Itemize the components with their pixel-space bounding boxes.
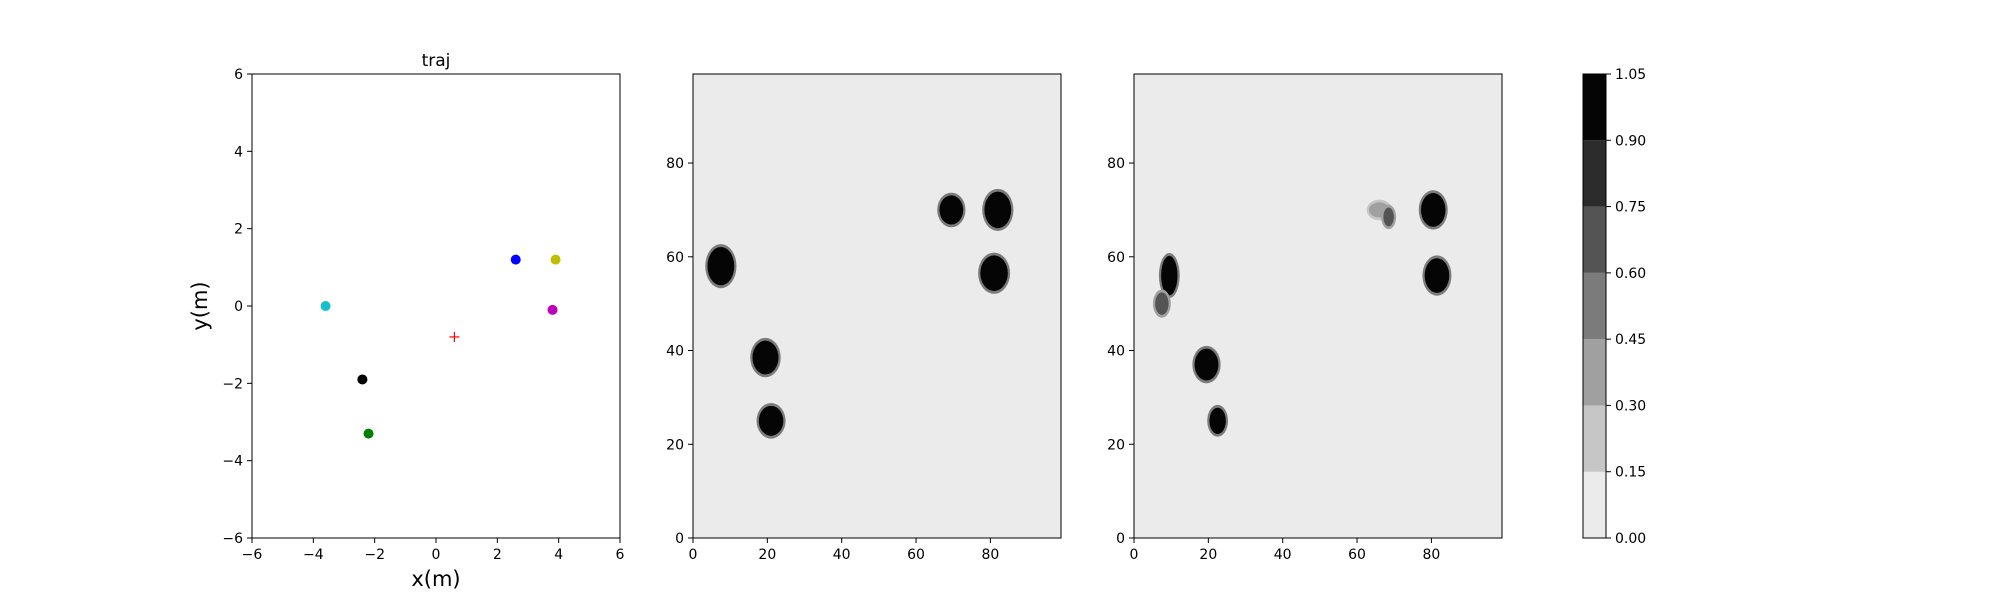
heatmap-blob: [984, 191, 1012, 229]
colorbar-segment: [1583, 74, 1606, 141]
x-tick-label: −2: [364, 547, 385, 563]
heatmap-background: [1134, 74, 1502, 538]
y-tick-label: 80: [666, 156, 684, 172]
x-tick-label: 0: [432, 547, 441, 563]
y-tick-label: 6: [234, 67, 243, 83]
x-tick-label: 0: [1130, 547, 1139, 563]
y-tick-label: −6: [222, 531, 243, 547]
heatmap-blob: [707, 246, 735, 286]
colorbar-segment: [1583, 405, 1606, 472]
scatter-point: [510, 254, 521, 265]
heatmap-blob: [1383, 207, 1394, 227]
y-tick-label: 40: [666, 344, 684, 360]
colorbar-segment: [1583, 272, 1606, 340]
heatmap-blob: [939, 195, 964, 225]
colorbar-segment: [1583, 140, 1606, 207]
heatmap-blob: [752, 340, 779, 375]
heatmap-blob: [1161, 255, 1178, 296]
colorbar-tick-label: 1.05: [1615, 67, 1646, 83]
y-tick-label: 20: [666, 437, 684, 453]
y-tick-label: 0: [1116, 531, 1125, 547]
y-tick-label: 60: [666, 250, 684, 266]
x-tick-label: −4: [303, 547, 324, 563]
y-tick-label: −4: [222, 454, 243, 470]
y-tick-label: 2: [234, 222, 243, 238]
scatter-point: [363, 428, 374, 439]
axes-1: −6 −4 −2 0 2 4 6 −6 −4 −2 0 2 4 6 traj x(m) y(m): [188, 51, 625, 591]
heatmap-blob: [1194, 348, 1219, 381]
y-tick-label: 4: [234, 144, 243, 160]
y-tick-label: 20: [1107, 437, 1125, 453]
y-tick-label: 80: [1107, 156, 1125, 172]
y-tick-label: 0: [675, 531, 684, 547]
plot-title: traj: [422, 51, 451, 71]
x-axis-label: x(m): [411, 567, 460, 591]
x-tick-label: 80: [981, 547, 999, 563]
heatmap-blob: [980, 255, 1008, 292]
x-tick-label: 40: [833, 547, 851, 563]
heatmap-layer: [705, 188, 1014, 439]
axes-3: 0 20 40 60 80 0 20 40 60 80: [1107, 73, 1503, 563]
scatter-point: [320, 301, 331, 311]
axes-2: 0 20 40 60 80 0 20 40 60 80: [666, 73, 1062, 563]
x-tick-label: 60: [907, 547, 925, 563]
y-tick-label: 40: [1107, 344, 1125, 360]
x-tick-label: 2: [493, 547, 502, 563]
heatmap-layer: [1152, 190, 1452, 437]
x-tick-label: 4: [554, 547, 563, 563]
x-tick-label: 0: [689, 547, 698, 563]
heatmap-blob: [758, 405, 784, 436]
axes-frame: [692, 73, 1062, 539]
x-tick-label: 20: [758, 547, 776, 563]
colorbar-tick-label: 0.60: [1615, 266, 1646, 282]
y-tick-label: 0: [234, 299, 243, 315]
x-tick-label: −6: [242, 547, 263, 563]
colorbar-tick-label: 0.90: [1615, 133, 1646, 149]
colorbar-tick-label: 0.45: [1615, 332, 1646, 348]
colorbar-tick-label: 0.30: [1615, 398, 1646, 414]
x-tick-label: 6: [616, 547, 625, 563]
axes-frame: [251, 73, 621, 539]
colorbar-segment: [1583, 206, 1606, 273]
y-tick-label: −2: [222, 376, 243, 392]
axes-frame: [1133, 73, 1503, 539]
target-marker: [449, 331, 460, 342]
colorbar-tick-label: 0.15: [1615, 465, 1646, 481]
colorbar: 0.00 0.15 0.30 0.45 0.60 0.75 0.90 1.05: [1582, 67, 1646, 547]
x-tick-label: 40: [1274, 547, 1292, 563]
heatmap-blob: [1155, 292, 1169, 315]
scatter-point: [547, 304, 558, 315]
colorbar-segment: [1583, 339, 1606, 406]
heatmap-blob: [1209, 407, 1226, 434]
colorbar-segment: [1583, 471, 1606, 538]
x-tick-label: 20: [1199, 547, 1217, 563]
colorbar-tick-label: 0.00: [1615, 531, 1646, 547]
colorbar-frame: [1582, 73, 1607, 539]
x-tick-label: 80: [1422, 547, 1440, 563]
scatter-point: [357, 374, 368, 385]
colorbar-tick-label: 0.75: [1615, 200, 1646, 216]
x-tick-label: 60: [1348, 547, 1366, 563]
heatmap-blob: [1424, 258, 1450, 293]
heatmap-blob: [1420, 193, 1446, 227]
y-axis-label: y(m): [188, 281, 212, 330]
heatmap-background: [693, 74, 1061, 538]
scatter-point: [550, 254, 561, 265]
y-tick-label: 60: [1107, 250, 1125, 266]
